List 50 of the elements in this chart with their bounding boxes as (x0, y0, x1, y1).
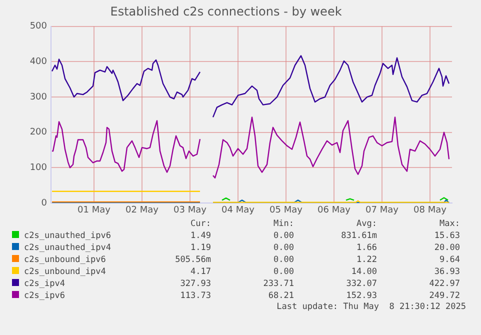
text: 1.66 (356, 242, 377, 254)
text: 422.97 (428, 278, 460, 290)
text: 1.19 (190, 242, 211, 254)
y-tick-label: 0 (41, 198, 48, 208)
text: 249.72 (428, 290, 460, 302)
text: Last update: Thu May 8 21:30:12 2025 (276, 302, 466, 312)
x-tick-label: 01 May (78, 206, 112, 216)
x-tick-label: 07 May (366, 206, 400, 216)
legend-label: c2s_ipv6 (23, 290, 66, 302)
text: 332.07 (345, 278, 377, 290)
x-tick-label: 06 May (318, 206, 352, 216)
x-tick-label: 08 May (414, 206, 448, 216)
y-tick-label: 400 (30, 57, 48, 68)
text: 233.71 (262, 278, 294, 290)
x-tick-label: 03 May (174, 206, 208, 216)
text: Cur: (190, 218, 211, 230)
chart-title: Established c2s connections - by week (110, 4, 342, 18)
y-tick-label: 300 (30, 92, 48, 102)
text: Min: (272, 218, 294, 230)
y-tick-label: 500 (30, 22, 48, 32)
legend-label: c2s_unauthed_ipv4 (23, 242, 112, 254)
text: 0.00 (272, 230, 294, 242)
legend-label: c2s_ipv4 (23, 278, 66, 290)
text: 20.00 (433, 242, 460, 254)
x-tick-label: 04 May (222, 206, 256, 216)
text: 113.73 (179, 290, 211, 302)
text: 9.64 (438, 254, 460, 266)
text: 1.22 (356, 254, 377, 266)
text: 0.00 (272, 242, 294, 254)
text: 14.00 (350, 266, 377, 278)
y-tick-label: 200 (30, 128, 48, 138)
text: 68.21 (267, 290, 294, 302)
text: 0.00 (272, 266, 294, 278)
legend-label: c2s_unbound_ipv4 (23, 266, 107, 278)
text: 505.56m (174, 254, 211, 266)
text: 152.93 (345, 290, 377, 302)
text: 327.93 (179, 278, 211, 290)
text: 831.61m (340, 230, 377, 242)
text: Max: (438, 218, 460, 230)
x-tick-label: 05 May (270, 206, 304, 216)
legend-label: c2s_unauthed_ipv6 (23, 230, 112, 242)
text: 15.63 (433, 230, 460, 242)
x-tick-label: 02 May (126, 206, 160, 216)
text: 0.00 (272, 254, 294, 266)
text: 4.17 (190, 266, 211, 278)
text: 1.49 (190, 230, 211, 242)
y-tick-label: 100 (30, 163, 48, 174)
text: Avg: (356, 218, 377, 230)
text: 36.93 (433, 266, 460, 278)
legend-label: c2s_unbound_ipv6 (23, 254, 107, 266)
